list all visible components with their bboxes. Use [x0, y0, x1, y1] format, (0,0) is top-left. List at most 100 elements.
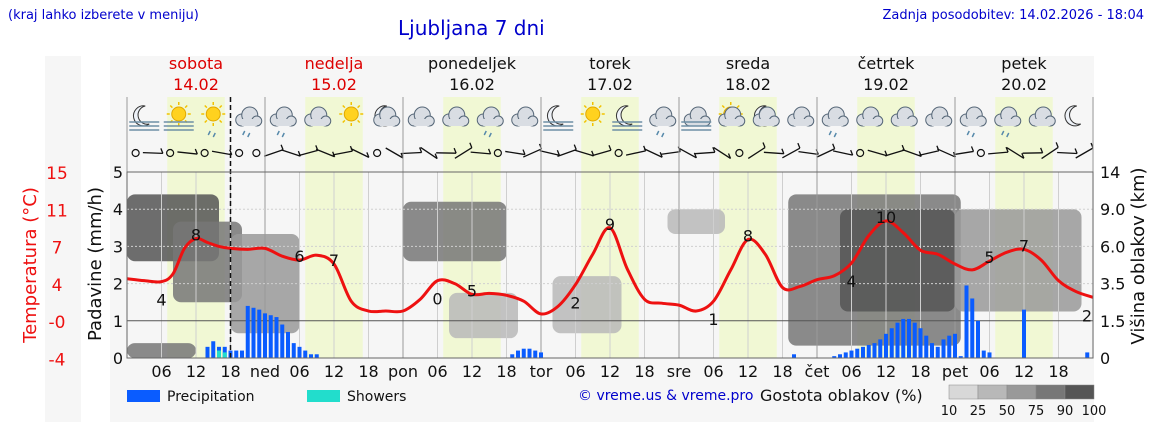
cloud-density-swatch [948, 384, 979, 400]
precipitation-bar [889, 328, 894, 358]
temperature-label: 0 [432, 290, 442, 309]
cloud-icon [511, 106, 539, 127]
x-tick-label: 18 [772, 362, 792, 381]
credit-link[interactable]: © vreme.us & vreme.pro [578, 388, 754, 404]
wind-barb-icon [160, 148, 164, 154]
temperature-tick: -0 [49, 313, 66, 333]
wind-barb-icon [643, 148, 663, 158]
cloud-layer [840, 209, 955, 312]
precipitation-bar [205, 346, 210, 358]
day-date: 17.02 [587, 75, 633, 94]
wind-barb-icon [434, 153, 438, 159]
x-tick-label: ned [250, 362, 280, 381]
plot-frame [126, 171, 1094, 359]
precipitation-bar [935, 346, 940, 358]
cloud-layer [955, 209, 1082, 312]
chart-title: Ljubljana 7 dni [398, 16, 545, 40]
wind-barb-icon [142, 152, 163, 154]
wind-barb-icon [988, 151, 1009, 155]
moon-cloud-icon [373, 105, 401, 127]
wind-barb-icon [420, 146, 438, 160]
precipitation-bar [930, 343, 934, 358]
cloud-part [724, 119, 740, 126]
sun-ray [598, 104, 602, 109]
last-updated-value: 14.02.2026 - 18:04 [1019, 8, 1144, 23]
cloud-icon [787, 106, 815, 127]
cloud-part [310, 119, 326, 126]
x-tick-label: pon [388, 362, 418, 381]
precipitation-bars [205, 285, 1090, 358]
wind-barb-icon [901, 144, 905, 151]
wind-barb-icon [902, 148, 922, 158]
cloud-height-axis-label: Višina oblakov (km) [1128, 167, 1149, 344]
rain-drop [207, 130, 211, 136]
precipitation-bar [907, 318, 911, 358]
precipitation-bar [234, 350, 239, 358]
wind-barb-icon [470, 151, 491, 155]
day-name: četrtek [858, 54, 916, 73]
location-menu-note[interactable]: (kraj lahko izberete v meniju) [8, 8, 199, 23]
cloud-part [379, 119, 395, 126]
sun-ray [219, 104, 223, 109]
wind-barb-icon [211, 150, 232, 156]
sun-ray [357, 104, 361, 109]
cloud-part [793, 119, 809, 126]
wind-barb-icon [487, 148, 492, 155]
x-tick-label: čet [805, 362, 830, 381]
precipitation-bar [240, 350, 244, 358]
precipitation-bar [274, 317, 279, 358]
x-tick-label: 12 [1014, 362, 1034, 381]
sun-ray [736, 104, 740, 109]
precipitation-bar [1022, 309, 1026, 358]
cloud-layer [449, 292, 518, 339]
precipitation-tick: 2 [113, 275, 123, 294]
temperature-label: 4 [156, 291, 166, 310]
wind-calm-icon [252, 148, 261, 158]
moon-crescent [616, 105, 633, 127]
cloud-rain-icon [821, 106, 849, 138]
legend-swatch [307, 390, 340, 402]
precipitation-bar [510, 354, 515, 358]
precipitation-bar [912, 322, 917, 358]
moon-crescent [1064, 105, 1082, 127]
wind-calm-icon [976, 148, 985, 158]
wind-barb-icon [747, 147, 766, 159]
precipitation-bar [901, 318, 906, 358]
wind-barb-icon [177, 151, 198, 155]
last-updated: Zadnja posodobitev: 14.02.2026 - 18:04 [882, 8, 1144, 23]
wind-barb-icon [556, 150, 560, 156]
wind-barb-icon [419, 147, 423, 153]
wind-barb-icon [280, 144, 284, 150]
day-date: 20.02 [1001, 75, 1047, 94]
wind-barb-icon [762, 142, 766, 148]
x-tick-label: 06 [151, 362, 171, 381]
precipitation-bar [521, 348, 526, 358]
x-tick-label: 06 [703, 362, 723, 381]
cloud-density-swatch [1064, 384, 1095, 400]
sun-disc [343, 106, 359, 122]
legend-label: Showers [347, 389, 406, 405]
wind-barb-icon [539, 150, 560, 156]
rain-drop [966, 130, 970, 136]
wind-calm-icon [166, 148, 175, 158]
rain-drop [1001, 130, 1005, 136]
cloud-part [414, 119, 430, 126]
wind-barb-icon [298, 149, 318, 157]
cloud-icon [304, 106, 332, 127]
precipitation-bar [309, 354, 313, 358]
moon-crescent [133, 105, 150, 127]
precipitation-bar [291, 343, 296, 358]
precipitation-bar [987, 352, 992, 358]
sun-icon [580, 102, 605, 126]
wind-calm-icon [856, 148, 865, 158]
precipitation-bar [222, 346, 227, 358]
cloud-density-level: 100 [1082, 404, 1107, 419]
precipitation-bar [878, 339, 883, 358]
wind-barb-icon [763, 151, 784, 155]
cloud-height-tick: 9.0 [1100, 200, 1125, 219]
wind-barb-icon [1040, 147, 1044, 154]
precipitation-bar [872, 343, 877, 358]
x-tick-label: 12 [738, 362, 758, 381]
precipitation-bar [861, 346, 865, 358]
precipitation-tick: 1 [113, 312, 123, 331]
